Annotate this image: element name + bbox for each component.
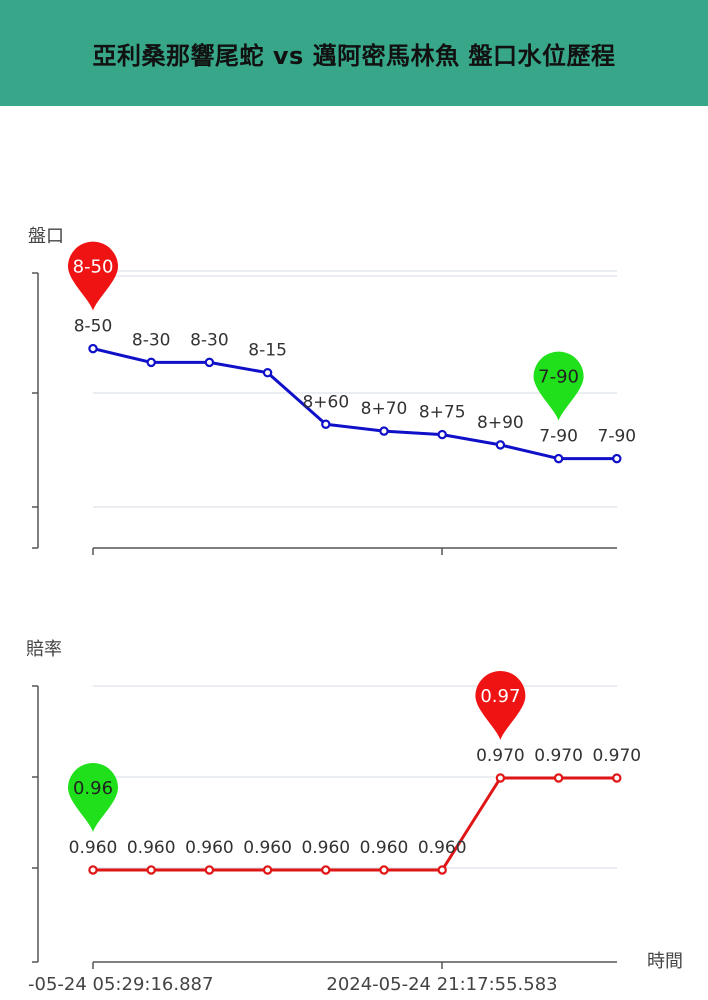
odds-data-point <box>437 865 447 875</box>
handicap-axis-title: 盤口 <box>28 226 64 247</box>
handicap-data-point <box>88 343 98 354</box>
odds-data-label: 0.970 <box>534 746 583 766</box>
handicap-data-label: 8-30 <box>132 330 171 350</box>
handicap-data-point <box>379 426 389 436</box>
handicap-data-point <box>495 440 506 450</box>
page-title: 亞利桑那響尾蛇 vs 邁阿密馬林魚 盤口水位歷程 <box>92 41 616 70</box>
handicap-data-point <box>612 453 622 464</box>
handicap-series-line <box>92 347 617 461</box>
odds-data-point <box>204 865 215 875</box>
odds-data-label: 0.970 <box>476 746 525 766</box>
odds-chart: 時間 -05-24 05:29:16.887 2024-05-24 21:17:… <box>28 685 683 995</box>
header-bar: 亞利桑那響尾蛇 vs 邁阿密馬林魚 盤口水位歷程 <box>0 0 708 106</box>
handicap-data-point <box>437 429 447 440</box>
odds-data-label: 0.960 <box>127 838 176 858</box>
odds-data-point <box>146 865 156 875</box>
handicap-data-label: 8-15 <box>248 341 287 361</box>
handicap-max-pin <box>68 241 118 311</box>
handicap-min-pin-label: 7-90 <box>538 367 579 388</box>
odds-data-label: 0.960 <box>418 838 467 858</box>
handicap-data-point <box>553 453 564 464</box>
odds-data-point <box>88 865 98 875</box>
odds-data-point <box>495 773 506 783</box>
handicap-data-label: 8+70 <box>361 399 408 419</box>
handicap-chart <box>32 270 617 555</box>
odds-axis-title: 賠率 <box>26 639 62 660</box>
odds-data-label: 0.960 <box>301 838 350 858</box>
handicap-data-label: 7-90 <box>539 427 578 447</box>
odds-min-pin-label: 0.96 <box>73 778 113 799</box>
x-tick-label: -05-24 05:29:16.887 <box>28 974 213 995</box>
odds-data-point <box>379 865 389 875</box>
chart-area: 盤口 賠率 時間 -05-24 05:29:16.887 2024-05-24 … <box>26 226 683 995</box>
handicap-data-label: 8+90 <box>477 413 524 433</box>
odds-max-pin <box>475 671 526 740</box>
odds-data-point <box>262 865 273 875</box>
series-layer: 8-50 8-30 8-30 8-15 8+60 8+70 8+75 8+90 7-90 7-90… <box>68 241 641 875</box>
odds-data-point <box>553 773 564 783</box>
odds-data-label: 0.960 <box>185 838 234 858</box>
odds-x-axis-title: 時間 <box>647 951 683 972</box>
odds-series-line <box>93 776 617 872</box>
handicap-data-label: 8-50 <box>74 317 113 337</box>
odds-data-label: 0.960 <box>360 838 409 858</box>
handicap-data-label: 8+60 <box>302 392 349 412</box>
handicap-data-label: 8+75 <box>419 403 466 423</box>
handicap-data-point <box>321 419 331 429</box>
x-tick-label: 2024-05-24 21:17:55.583 <box>326 974 557 995</box>
handicap-min-pin <box>533 351 584 421</box>
handicap-data-label: 7-90 <box>598 427 637 447</box>
odds-min-pin <box>68 762 118 832</box>
odds-data-point <box>321 865 331 875</box>
odds-data-label: 0.970 <box>592 746 641 766</box>
odds-max-pin-label: 0.97 <box>480 686 520 707</box>
odds-data-point <box>612 773 622 783</box>
handicap-data-point <box>204 357 215 368</box>
handicap-data-point <box>146 357 156 368</box>
handicap-data-point <box>262 367 273 378</box>
odds-data-label: 0.960 <box>69 838 118 858</box>
odds-data-label: 0.960 <box>243 838 292 858</box>
handicap-data-label: 8-30 <box>190 330 229 350</box>
handicap-max-pin-label: 8-50 <box>73 257 114 278</box>
